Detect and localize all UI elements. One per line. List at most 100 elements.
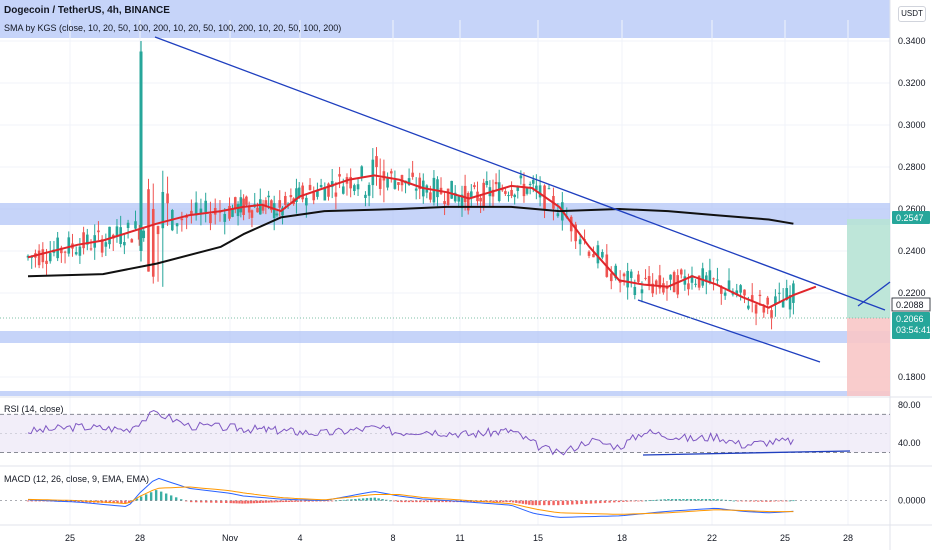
rsi-trendline <box>642 450 851 456</box>
macd-histogram-bar <box>561 500 565 505</box>
macd-histogram-bar <box>358 498 361 501</box>
macd-histogram-bar <box>756 500 760 502</box>
candle-body <box>137 228 141 240</box>
candle-body <box>622 273 626 277</box>
candle-body <box>312 192 316 201</box>
macd-histogram-bar <box>697 499 700 501</box>
candle-body <box>82 232 85 249</box>
macd-histogram-bar <box>445 500 448 503</box>
macd-histogram-bar <box>407 500 411 503</box>
candle-body <box>175 223 179 227</box>
macd-histogram-bar <box>599 500 602 504</box>
macd-histogram-bar <box>448 500 452 503</box>
macd-histogram-bar <box>495 500 499 503</box>
macd-histogram-bar <box>385 499 388 501</box>
candle-body <box>547 188 551 190</box>
candle-body <box>382 171 386 181</box>
macd-histogram-bar <box>205 500 208 503</box>
candle-body <box>289 195 293 198</box>
candle-body <box>267 195 270 198</box>
candle-body <box>485 181 489 185</box>
price-tick-label: 0.3000 <box>898 120 926 130</box>
time-tick-label: 28 <box>843 533 853 543</box>
macd-histogram-bar <box>637 500 640 502</box>
macd-histogram-bar <box>135 498 139 501</box>
candle-body <box>147 189 150 272</box>
candle-body <box>781 300 785 308</box>
macd-histogram-bar <box>469 500 472 503</box>
macd-histogram-bar <box>528 500 531 505</box>
macd-histogram-bar <box>485 500 489 503</box>
candle-body <box>466 193 470 211</box>
macd-histogram-bar <box>258 500 262 503</box>
candle-body <box>305 197 308 206</box>
candle-body <box>578 239 582 245</box>
macd-histogram-bar <box>264 500 267 503</box>
candle-body <box>60 247 63 254</box>
macd-histogram-bar <box>361 498 365 501</box>
macd-histogram-bar <box>682 499 685 501</box>
candle-body <box>697 275 701 288</box>
macd-histogram-bar <box>728 500 731 502</box>
candle-body <box>694 283 697 285</box>
candle-body <box>687 283 690 290</box>
candle-body <box>516 186 520 191</box>
macd-histogram-bar <box>508 500 512 503</box>
macd-histogram-bar <box>346 499 349 501</box>
currency-button[interactable]: USDT <box>898 6 926 22</box>
upper-target-label-bg <box>892 211 930 224</box>
macd-histogram-bar <box>659 499 663 501</box>
candle-body <box>371 159 375 186</box>
macd-histogram-bar <box>422 500 426 503</box>
time-tick-label: 4 <box>297 533 302 543</box>
candle-body <box>245 196 248 205</box>
candle-body <box>360 166 364 177</box>
macd-histogram-bar <box>273 500 276 503</box>
time-tick-label: 11 <box>455 533 464 543</box>
candle-body <box>86 234 89 245</box>
macd-histogram-bar <box>430 500 433 503</box>
indicator-legend: SMA by KGS (close, 10, 20, 50, 100, 200,… <box>4 23 342 33</box>
macd-histogram-bar <box>613 500 616 503</box>
candle-body <box>199 208 203 214</box>
macd-histogram-bar <box>748 500 752 502</box>
macd-histogram-bar <box>678 499 681 501</box>
macd-histogram-bar <box>629 500 633 502</box>
macd-histogram-bar <box>689 499 693 501</box>
last-price-label-text: 03:54:41 <box>896 325 931 335</box>
macd-histogram-bar <box>112 500 115 504</box>
macd-histogram-bar <box>108 500 111 504</box>
candle-body <box>236 204 240 217</box>
macd-histogram-bar <box>139 496 143 501</box>
candle-body <box>470 191 473 198</box>
macd-histogram-bar <box>648 500 651 502</box>
candle-body <box>142 230 146 239</box>
candle-body <box>436 179 439 198</box>
macd-histogram-bar <box>693 499 696 501</box>
macd-histogram-bar <box>724 499 727 501</box>
macd-histogram-bar <box>404 500 407 503</box>
macd-histogram-bar <box>608 500 611 503</box>
time-tick-label: 22 <box>707 533 717 543</box>
candle-body <box>126 222 130 229</box>
macd-histogram-bar <box>319 500 322 502</box>
macd-histogram-bar <box>392 500 396 502</box>
macd-histogram-bar <box>354 498 357 501</box>
candle-body <box>295 188 298 203</box>
candle-body <box>45 260 48 264</box>
macd-histogram-bar <box>296 500 300 502</box>
candle-body <box>389 171 393 174</box>
macd-histogram-bar <box>708 499 711 501</box>
macd-histogram-bar <box>77 500 80 503</box>
macd-histogram-bar <box>543 500 546 506</box>
candle-body <box>443 201 446 205</box>
candle-body <box>41 249 45 263</box>
macd-histogram-bar <box>315 500 318 502</box>
candle-body <box>683 276 687 285</box>
candle-body <box>256 207 259 213</box>
macd-histogram-bar <box>104 500 108 503</box>
macd-histogram-bar <box>640 500 644 502</box>
candle-body <box>538 185 542 198</box>
